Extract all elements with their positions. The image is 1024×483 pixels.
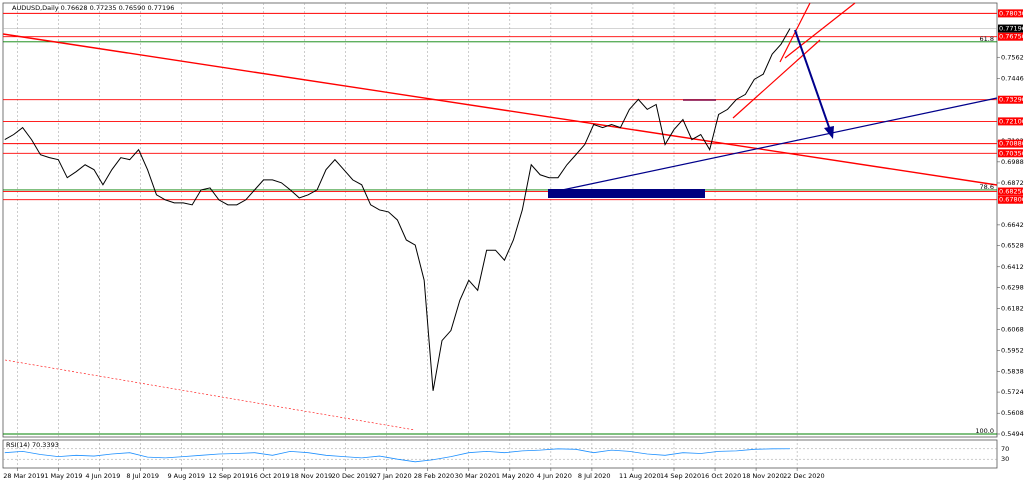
fan-line — [732, 39, 821, 119]
x-tick-label: 1 May 2020 — [496, 472, 534, 480]
forecast-arrowhead — [824, 126, 834, 139]
x-tick-label: 28 Mar 2019 — [3, 472, 44, 480]
level-label-bg — [998, 139, 1023, 148]
level-label: 0.78030 — [999, 9, 1024, 17]
rsi-title: RSI(14) 70.3393 — [6, 441, 59, 449]
fibo-label: 61.8 — [980, 35, 994, 43]
level-label-bg — [998, 9, 1023, 18]
x-tick-label: 16 Oct 2019 — [250, 472, 290, 480]
level-label-bg — [998, 95, 1023, 104]
x-tick-label: 22 Dec 2020 — [783, 472, 825, 480]
x-tick-label: 14 Sep 2020 — [660, 472, 701, 480]
support-line — [547, 97, 998, 194]
demand-zone — [548, 189, 705, 198]
chart-title: AUDUSD,Daily 0.76628 0.77235 0.76590 0.7… — [12, 4, 174, 12]
x-tick-label: 9 Aug 2019 — [167, 472, 205, 480]
current-price-bg — [998, 24, 1023, 33]
level-label: 0.76750 — [999, 33, 1024, 41]
labels: 28 Mar 2019 1 May 2019 4 Jun 2019 8 Jul 201… — [3, 9, 1024, 480]
x-tick-label: 18 Nov 2019 — [291, 472, 333, 480]
level-label: 0.68250 — [999, 188, 1024, 196]
level-label: 0.70880 — [999, 140, 1024, 148]
main-plot-frame — [2, 2, 998, 438]
fibo-label: 78.6 — [980, 183, 994, 191]
forecast-arrow — [794, 29, 831, 131]
x-tick-label: 4 Jun 2019 — [85, 472, 120, 480]
rsi-tick-label: 30 — [1001, 455, 1009, 463]
x-tick-label: 4 Jun 2020 — [537, 472, 572, 480]
x-tick-label: 16 Oct 2020 — [701, 472, 741, 480]
x-tick-label: 1 May 2019 — [44, 472, 82, 480]
level-label-bg — [998, 117, 1023, 126]
x-tick-label: 28 Feb 2020 — [414, 472, 454, 480]
level-label: 0.72100 — [999, 117, 1024, 125]
level-label: 0.67800 — [999, 196, 1024, 204]
x-tick-label: 18 Nov 2020 — [742, 472, 784, 480]
rsi-plot-frame — [2, 439, 998, 469]
level-label: 0.73290 — [999, 96, 1024, 104]
x-tick-label: 8 Jul 2020 — [578, 472, 611, 480]
trend-line-dotted — [4, 359, 416, 431]
level-label-bg — [998, 195, 1023, 204]
rsi-line — [4, 448, 790, 463]
x-tick-label: 27 Jan 2020 — [373, 472, 412, 480]
price-line — [4, 28, 791, 391]
y-tick-label: 0.54940 — [1001, 430, 1024, 438]
level-label-bg — [998, 187, 1023, 196]
fan-line — [784, 2, 856, 59]
x-tick-label: 20 Dec 2019 — [332, 472, 374, 480]
level-label-bg — [998, 32, 1023, 41]
trend-line — [2, 33, 998, 186]
level-label: 0.70350 — [999, 149, 1024, 157]
series — [4, 28, 791, 463]
x-tick-label: 8 Jul 2019 — [126, 472, 159, 480]
rsi-tick-label: 70 — [1001, 445, 1009, 453]
grid — [3, 3, 1000, 471]
current-price-label: 0.77196 — [999, 25, 1024, 33]
level-label-bg — [998, 149, 1023, 158]
x-tick-label: 12 Sep 2019 — [209, 472, 250, 480]
levels — [3, 12, 997, 435]
x-tick-label: 30 Mar 2020 — [455, 472, 496, 480]
fibo-label: 100.0 — [975, 427, 994, 435]
x-tick-label: 11 Aug 2020 — [619, 472, 661, 480]
